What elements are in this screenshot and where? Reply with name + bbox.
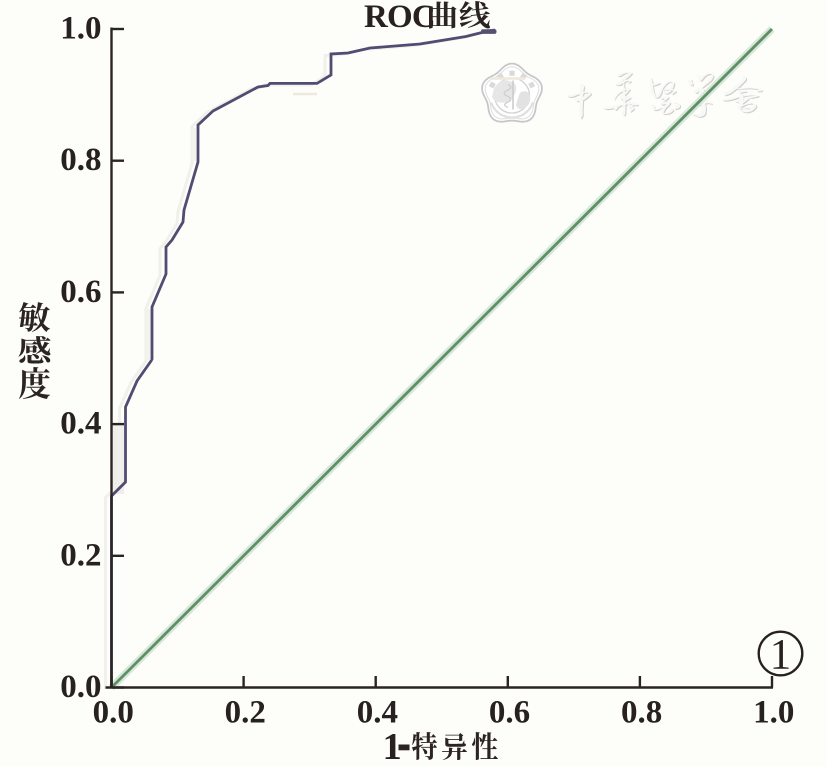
svg-text:0.8: 0.8	[621, 695, 662, 731]
svg-text:0.0: 0.0	[93, 695, 134, 731]
svg-text:0.6: 0.6	[489, 695, 530, 731]
svg-text:0.4: 0.4	[60, 406, 101, 442]
svg-text:0.4: 0.4	[357, 695, 398, 731]
svg-text:ROC: ROC	[364, 0, 435, 35]
svg-text:1: 1	[383, 726, 402, 767]
svg-text:1.0: 1.0	[60, 11, 101, 47]
svg-text:0.2: 0.2	[60, 537, 101, 573]
svg-text:1: 1	[770, 632, 792, 679]
svg-text:0.0: 0.0	[60, 669, 101, 705]
svg-text:1.0: 1.0	[753, 695, 794, 731]
svg-text:0.2: 0.2	[225, 695, 266, 731]
svg-text:0.6: 0.6	[60, 274, 101, 310]
svg-text:0.8: 0.8	[60, 142, 101, 178]
